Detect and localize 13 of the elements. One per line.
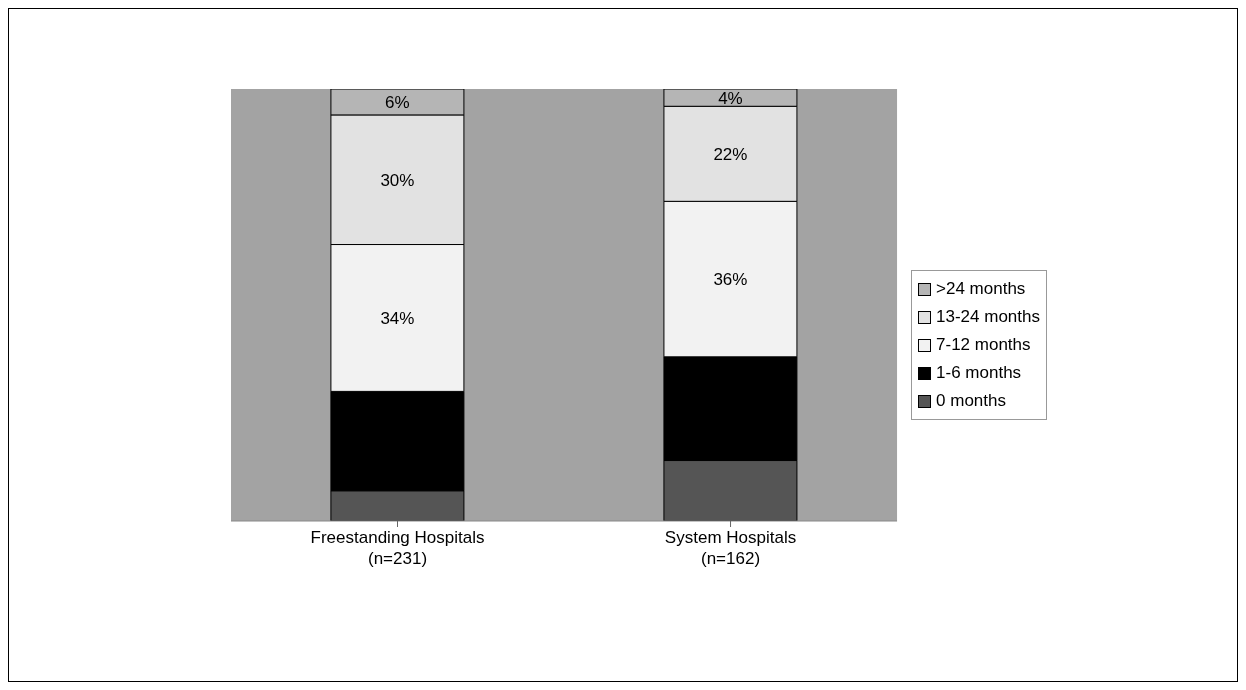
- data-label: 30%: [380, 170, 415, 190]
- legend-label: 1-6 months: [936, 363, 1022, 383]
- data-label: 34%: [380, 308, 415, 328]
- data-label: 6%: [385, 92, 410, 112]
- data-label: 4%: [718, 88, 743, 108]
- data-label: 36%: [713, 270, 748, 290]
- x-tick-label: Freestanding Hospitals (n=231): [310, 528, 485, 568]
- legend-label: 0 months: [936, 391, 1006, 411]
- legend-label: 7-12 months: [936, 335, 1031, 355]
- x-tick-label: System Hospitals (n=162): [664, 528, 797, 568]
- data-label: 22%: [713, 144, 748, 164]
- legend-label: 13-24 months: [936, 307, 1040, 327]
- legend-label: >24 months: [936, 279, 1026, 299]
